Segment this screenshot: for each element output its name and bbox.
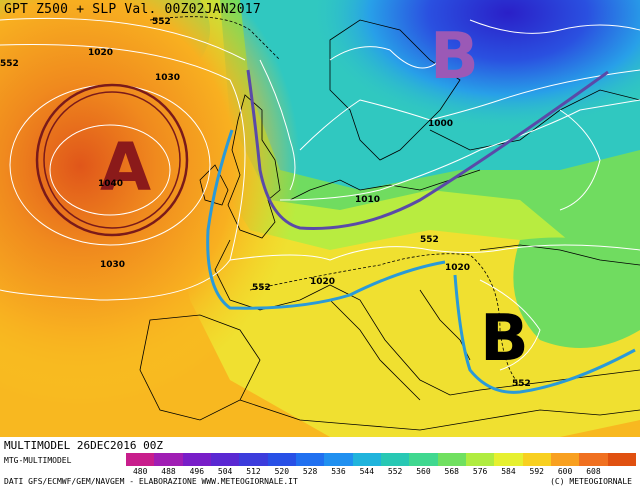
color-scale-tick-spacer (608, 467, 636, 476)
field-high (0, 0, 400, 437)
color-scale-swatch (522, 453, 551, 466)
high-outer-circle (35, 83, 189, 237)
color-scale-swatch (437, 453, 466, 466)
color-scale-tick-label: 496 (189, 467, 205, 476)
color-scale-tick-label: 512 (246, 467, 261, 476)
isobar-label: 1010 (355, 195, 380, 205)
z500-552-contour (149, 16, 281, 61)
color-scale-tick-label: 560 (416, 467, 431, 476)
color-scale-swatch (324, 453, 353, 466)
isobar-label: 1020 (310, 277, 335, 287)
model-run-label: MULTIMODEL 26DEC2016 00Z (4, 439, 163, 452)
color-scale-tick-label: 528 (302, 467, 318, 476)
sources-label: DATI GFS/ECMWF/GEM/NAVGEM - ELABORAZIONE… (4, 477, 298, 486)
color-scale-tick-label: 552 (387, 467, 403, 476)
contour-label: 552 (252, 283, 271, 293)
color-scale-swatch (352, 453, 381, 466)
isobar-label: 1040 (98, 179, 123, 189)
isobar-label: 1030 (100, 260, 125, 270)
color-scale-swatch (154, 453, 183, 466)
color-scale-swatch (210, 453, 240, 466)
color-scale-tick-label: 488 (161, 467, 176, 476)
isobar-label: 1020 (445, 263, 470, 273)
color-scale-tick-label: 568 (444, 467, 459, 476)
z500-552-contour-south (249, 253, 521, 386)
model-name-label: MTG-MULTIMODEL (4, 456, 72, 465)
color-scale-swatch (295, 453, 325, 466)
contour-label: 552 (512, 379, 531, 389)
color-scale-swatch (409, 453, 438, 466)
low-pressure-label-southeast: B (480, 302, 529, 376)
color-scale-swatch (182, 453, 211, 466)
color-scale-tick-label: 576 (472, 467, 488, 476)
high-pressure-label: A (100, 129, 151, 206)
color-scale-tick-label: 600 (557, 467, 573, 476)
isobar-label: 1000 (428, 119, 453, 129)
trough-line-south (206, 129, 446, 310)
coastlines (139, 19, 640, 431)
color-scale-swatch (239, 453, 268, 466)
trough-line-east (453, 274, 636, 394)
color-scale-swatch (550, 453, 580, 466)
field-east-green (513, 237, 640, 348)
color-scale-tick-label: 544 (359, 467, 375, 476)
copyright-label: (C) METEOGIORNALE (550, 477, 632, 486)
map-footer: MULTIMODEL 26DEC2016 00Z MTG-MULTIMODEL … (0, 437, 640, 493)
color-scale-swatch (126, 453, 155, 466)
isobar-label: 1020 (88, 48, 113, 58)
low-pressure-label-north: B (430, 20, 479, 94)
color-scale-tick-label: 536 (331, 467, 346, 476)
color-scale-swatch (494, 453, 523, 466)
color-scale-swatch (267, 453, 296, 466)
color-scale-swatch (380, 453, 410, 466)
color-scale-bar (126, 453, 636, 466)
color-scale-tick-label: 480 (132, 467, 148, 476)
isobars (0, 17, 640, 371)
isobar-label: 1030 (155, 73, 180, 83)
contour-label: 552 (420, 235, 439, 245)
color-scale-swatch (607, 453, 636, 466)
color-scale-tick-label: 592 (529, 467, 544, 476)
color-scale-tick-label: 520 (274, 467, 290, 476)
color-scale-tick-label: 608 (586, 467, 601, 476)
contour-label: 552 (152, 17, 171, 27)
contour-label: 552 (0, 59, 19, 69)
color-scale-tick-label: 504 (217, 467, 233, 476)
map-title: GPT Z500 + SLP Val. 00Z02JAN2017 (4, 2, 261, 17)
high-inner-circle (43, 91, 181, 229)
color-scale-ticks: 480 488 496 504 512 520 528 536 544 552 560 568 576 5… (126, 467, 636, 476)
color-scale-tick-label: 584 (501, 467, 516, 476)
color-scale-swatch (579, 453, 608, 466)
color-scale-swatch (465, 453, 495, 466)
weather-map: A B B 1020 1030 1040 1030 1020 1010 1000… (0, 0, 640, 437)
trough-line-north (246, 69, 609, 230)
